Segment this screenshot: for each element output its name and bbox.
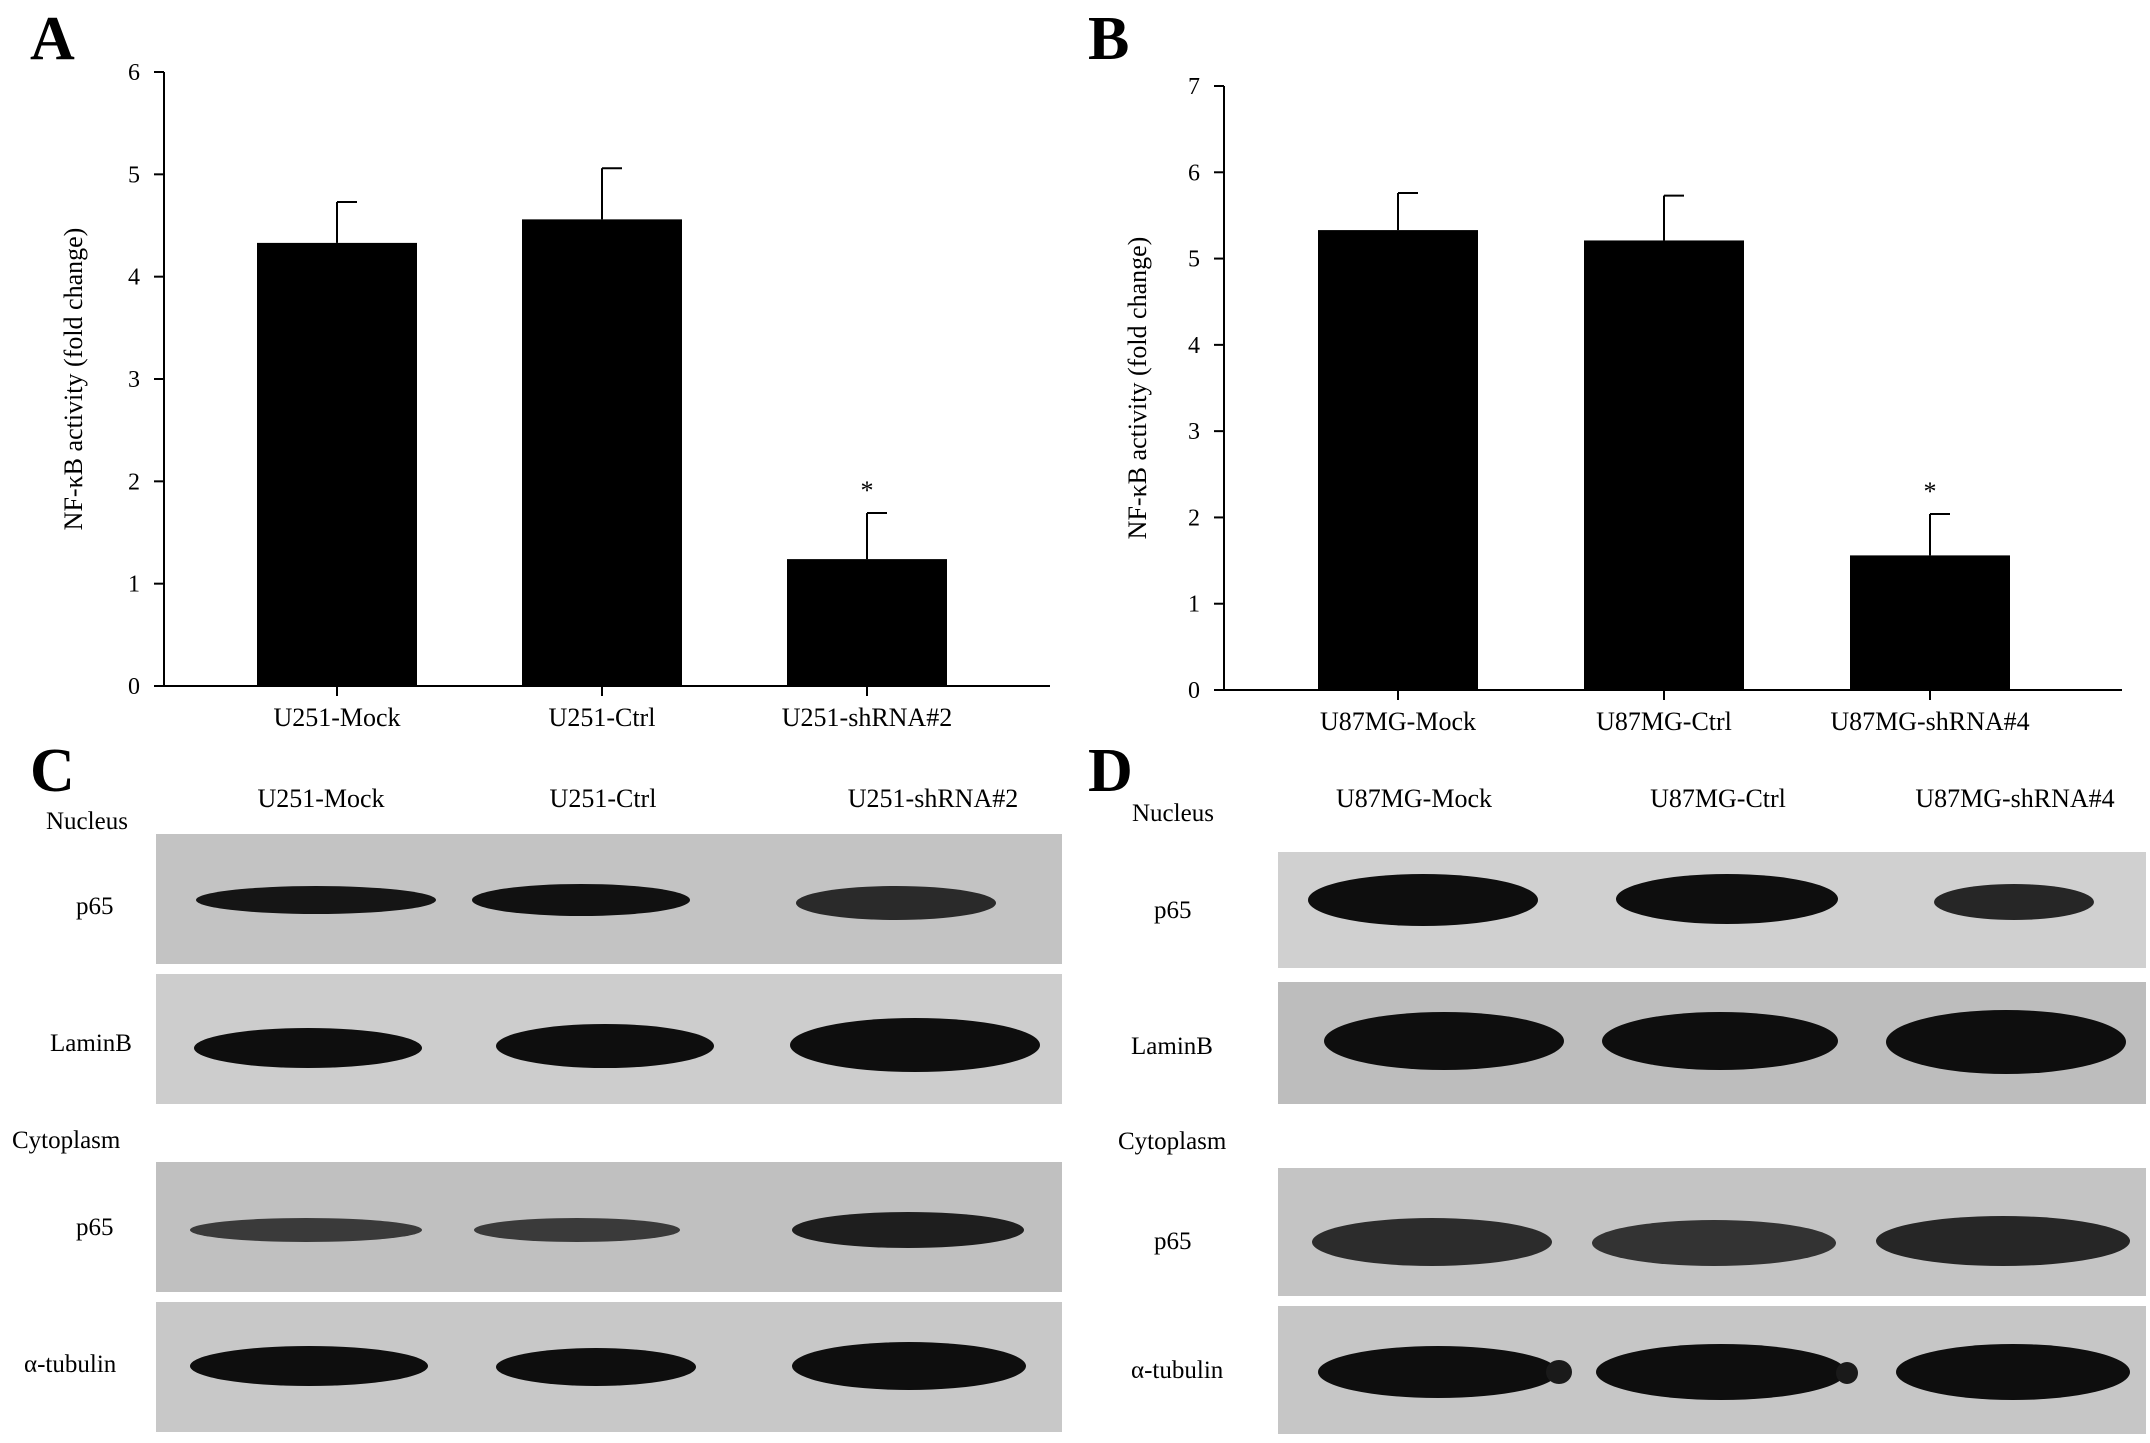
x-tick-label: U87MG-shRNA#4 (1830, 707, 2029, 736)
x-tick-label: U251-shRNA#2 (782, 703, 952, 732)
y-tick-label: 4 (1188, 333, 1200, 359)
blot-band (1324, 1012, 1564, 1070)
bar (257, 242, 417, 686)
row-label-p65-nucleus: p65 (76, 893, 114, 920)
y-tick-label: 5 (128, 162, 140, 188)
blot-strip-laminb (1278, 982, 2146, 1104)
y-tick-label: 3 (128, 367, 140, 393)
bar (1318, 230, 1478, 690)
x-tick-label: U87MG-Ctrl (1596, 707, 1732, 736)
bar (522, 219, 682, 687)
panel-label-b: B (1088, 5, 1130, 73)
blot-strip-p65-nucleus (1278, 852, 2146, 968)
lane-label: U87MG-shRNA#4 (1915, 784, 2115, 813)
blot-band (474, 1218, 680, 1242)
nucleus-label: Nucleus (46, 808, 128, 835)
lane-label: U87MG-Ctrl (1650, 784, 1786, 813)
blot-strip-alpha-tubulin (1278, 1306, 2146, 1434)
nucleus-label: Nucleus (1132, 800, 1214, 827)
y-tick-label: 6 (1188, 160, 1200, 186)
blot-band (792, 1342, 1026, 1390)
blot-strip-alpha-tubulin (156, 1302, 1062, 1432)
y-tick-label: 2 (128, 469, 140, 495)
bar (1850, 555, 2010, 690)
panel-label-a: A (30, 5, 75, 73)
x-tick-label: U251-Ctrl (549, 703, 656, 732)
y-axis-label: NF-κB activity (fold change) (1123, 237, 1152, 540)
cytoplasm-label: Cytoplasm (1118, 1128, 1227, 1155)
lane-label: U251-Ctrl (549, 784, 657, 813)
blot-band (792, 1212, 1024, 1248)
y-tick-label: 6 (128, 60, 140, 86)
blot-band (1308, 874, 1538, 926)
blot-band (1312, 1218, 1552, 1266)
y-tick-label: 0 (128, 674, 140, 700)
row-label-alpha-tubulin: α-tubulin (24, 1351, 117, 1378)
bar-charts: 0 1 2 3 4 5 6 NF-κB activity (fold change) U251-… (59, 60, 2122, 736)
blot-band (190, 1218, 422, 1242)
y-tick-label: 1 (128, 572, 140, 598)
cytoplasm-label: Cytoplasm (12, 1127, 121, 1154)
y-tick-label: 3 (1188, 419, 1200, 445)
significance-marker: * (861, 476, 874, 505)
y-tick-label: 5 (1188, 247, 1200, 273)
blot-band (1318, 1346, 1558, 1398)
blot-band (496, 1024, 714, 1068)
panel-label-d: D (1088, 737, 1133, 805)
blot-strip-p65-nucleus (156, 834, 1062, 964)
lane-label: U251-Mock (257, 784, 385, 813)
blot-band (196, 886, 436, 914)
row-label-p65-cytoplasm: p65 (1154, 1228, 1192, 1255)
blot-band (190, 1346, 428, 1386)
blot-band (496, 1348, 696, 1386)
x-tick-label: U251-Mock (273, 703, 400, 732)
blot-band (1592, 1220, 1836, 1266)
blot-spot (1836, 1362, 1858, 1384)
blot-band (1934, 884, 2094, 920)
blot-strip-p65-cytoplasm (1278, 1168, 2146, 1296)
blot-band (1876, 1216, 2130, 1266)
row-label-p65-nucleus: p65 (1154, 897, 1192, 924)
bar (787, 559, 947, 686)
lane-label: U87MG-Mock (1336, 784, 1492, 813)
row-label-p65-cytoplasm: p65 (76, 1214, 114, 1241)
blot-band (1596, 1344, 1846, 1400)
blot-band (1602, 1012, 1838, 1070)
blot-band (194, 1028, 422, 1068)
blot-strip-p65-cytoplasm (156, 1162, 1062, 1292)
blot-band (790, 1018, 1040, 1072)
y-tick-label: 1 (1188, 592, 1200, 618)
row-label-alpha-tubulin: α-tubulin (1131, 1357, 1224, 1384)
bar (1584, 240, 1744, 691)
blot-spot (1546, 1360, 1572, 1384)
blot-band (1896, 1344, 2130, 1400)
blot-strip-laminb (156, 974, 1062, 1104)
blot-band (796, 886, 996, 920)
blot-band (1886, 1010, 2126, 1074)
blot-band (1616, 874, 1838, 924)
row-label-laminb: LaminB (1131, 1033, 1213, 1060)
blot-band (472, 884, 690, 916)
x-tick-label: U87MG-Mock (1320, 707, 1476, 736)
y-axis-label: NF-κB activity (fold change) (59, 228, 88, 531)
significance-marker: * (1924, 477, 1937, 506)
row-label-laminb: LaminB (50, 1030, 132, 1057)
lane-label: U251-shRNA#2 (847, 784, 1019, 813)
y-tick-label: 2 (1188, 505, 1200, 531)
y-tick-label: 4 (128, 265, 140, 291)
panel-label-c: C (30, 737, 75, 805)
y-tick-label: 0 (1188, 678, 1200, 704)
y-tick-label: 7 (1188, 74, 1200, 100)
